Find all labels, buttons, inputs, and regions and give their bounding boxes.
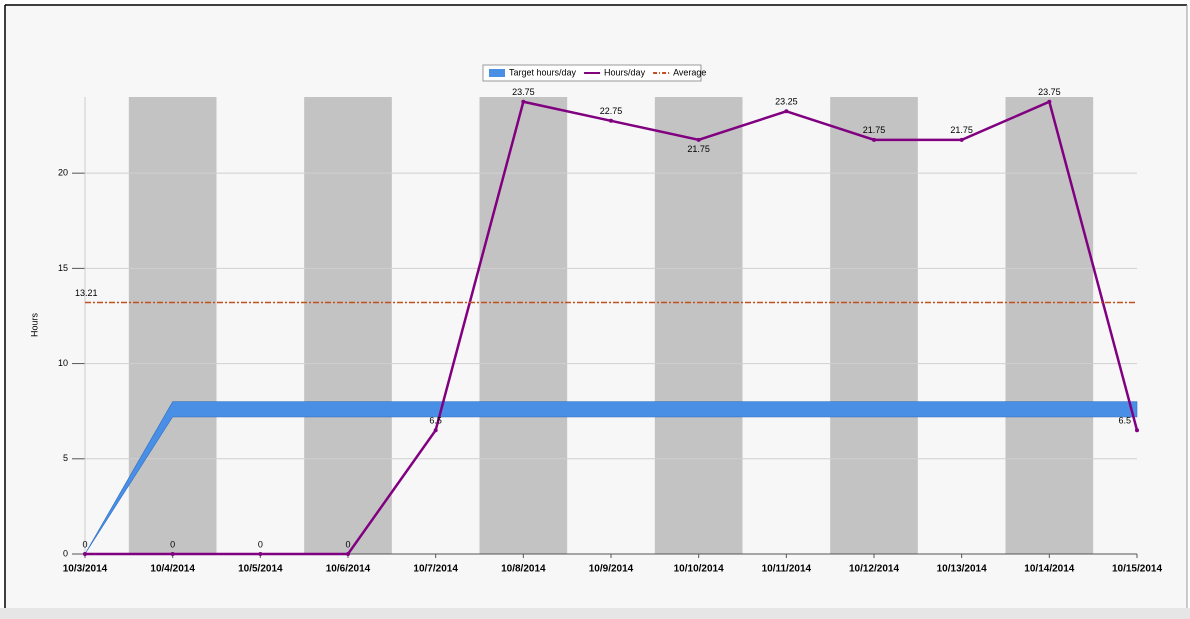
x-tick-label: 10/6/2014 <box>326 564 371 575</box>
stripe <box>128 97 217 554</box>
y-tick-label: 0 <box>63 548 68 558</box>
data-label: 0 <box>82 539 87 549</box>
x-tick-label: 10/14/2014 <box>1024 564 1074 575</box>
y-tick-label: 10 <box>58 358 68 368</box>
y-tick-label: 5 <box>63 453 68 463</box>
data-label: 21.75 <box>863 125 886 135</box>
x-tick-label: 10/9/2014 <box>589 564 634 575</box>
data-label: 0 <box>170 539 175 549</box>
point <box>784 109 789 114</box>
stripe <box>830 97 918 554</box>
average-label: 13.21 <box>75 288 98 298</box>
point <box>696 137 701 142</box>
data-label: 23.75 <box>1038 87 1061 97</box>
point <box>170 552 175 556</box>
point <box>959 137 964 142</box>
data-label: 23.25 <box>775 97 798 107</box>
x-tick-label: 10/15/2014 <box>1112 564 1162 575</box>
data-label: 6.5 <box>429 416 442 426</box>
legend-label: Target hours/day <box>509 67 577 77</box>
target-band <box>84 401 1138 555</box>
point <box>433 428 438 433</box>
data-label: 21.75 <box>687 144 710 154</box>
point <box>872 137 876 142</box>
x-tick-label: 10/3/2014 <box>63 564 108 575</box>
point <box>258 552 263 556</box>
point <box>1047 99 1052 104</box>
data-label: 0 <box>258 539 263 549</box>
y-tick-label: 20 <box>58 168 68 178</box>
y-tick-label: 15 <box>58 263 68 273</box>
x-tick-label: 10/13/2014 <box>937 564 987 575</box>
legend-swatch <box>489 69 505 77</box>
stripe <box>304 97 392 554</box>
data-label: 23.75 <box>512 87 535 97</box>
point <box>521 99 526 104</box>
legend-label: Hours/day <box>604 67 646 77</box>
data-label: 6.5 <box>1118 416 1131 426</box>
stripe <box>479 97 568 554</box>
x-tick-label: 10/4/2014 <box>150 564 195 575</box>
footer-bar <box>0 608 1190 619</box>
point <box>83 552 87 556</box>
legend: Target hours/day Hours/day Average <box>482 64 706 82</box>
y-axis-label: Hours <box>29 313 39 338</box>
x-tick-label: 10/7/2014 <box>413 564 458 575</box>
stripe <box>1005 97 1094 554</box>
x-tick-label: 10/10/2014 <box>674 564 724 575</box>
x-tick-label: 10/11/2014 <box>762 564 812 575</box>
x-tick-label: 10/8/2014 <box>501 564 546 575</box>
x-tick-label: 10/5/2014 <box>238 564 283 575</box>
point <box>1135 428 1139 433</box>
legend-label: Average <box>673 67 706 77</box>
x-tick-label: 10/12/2014 <box>849 564 899 575</box>
data-label: 21.75 <box>950 125 973 135</box>
stripe <box>654 97 743 554</box>
data-label: 0 <box>345 539 350 549</box>
point <box>346 552 350 556</box>
data-label: 22.75 <box>600 106 623 116</box>
point <box>609 118 613 123</box>
